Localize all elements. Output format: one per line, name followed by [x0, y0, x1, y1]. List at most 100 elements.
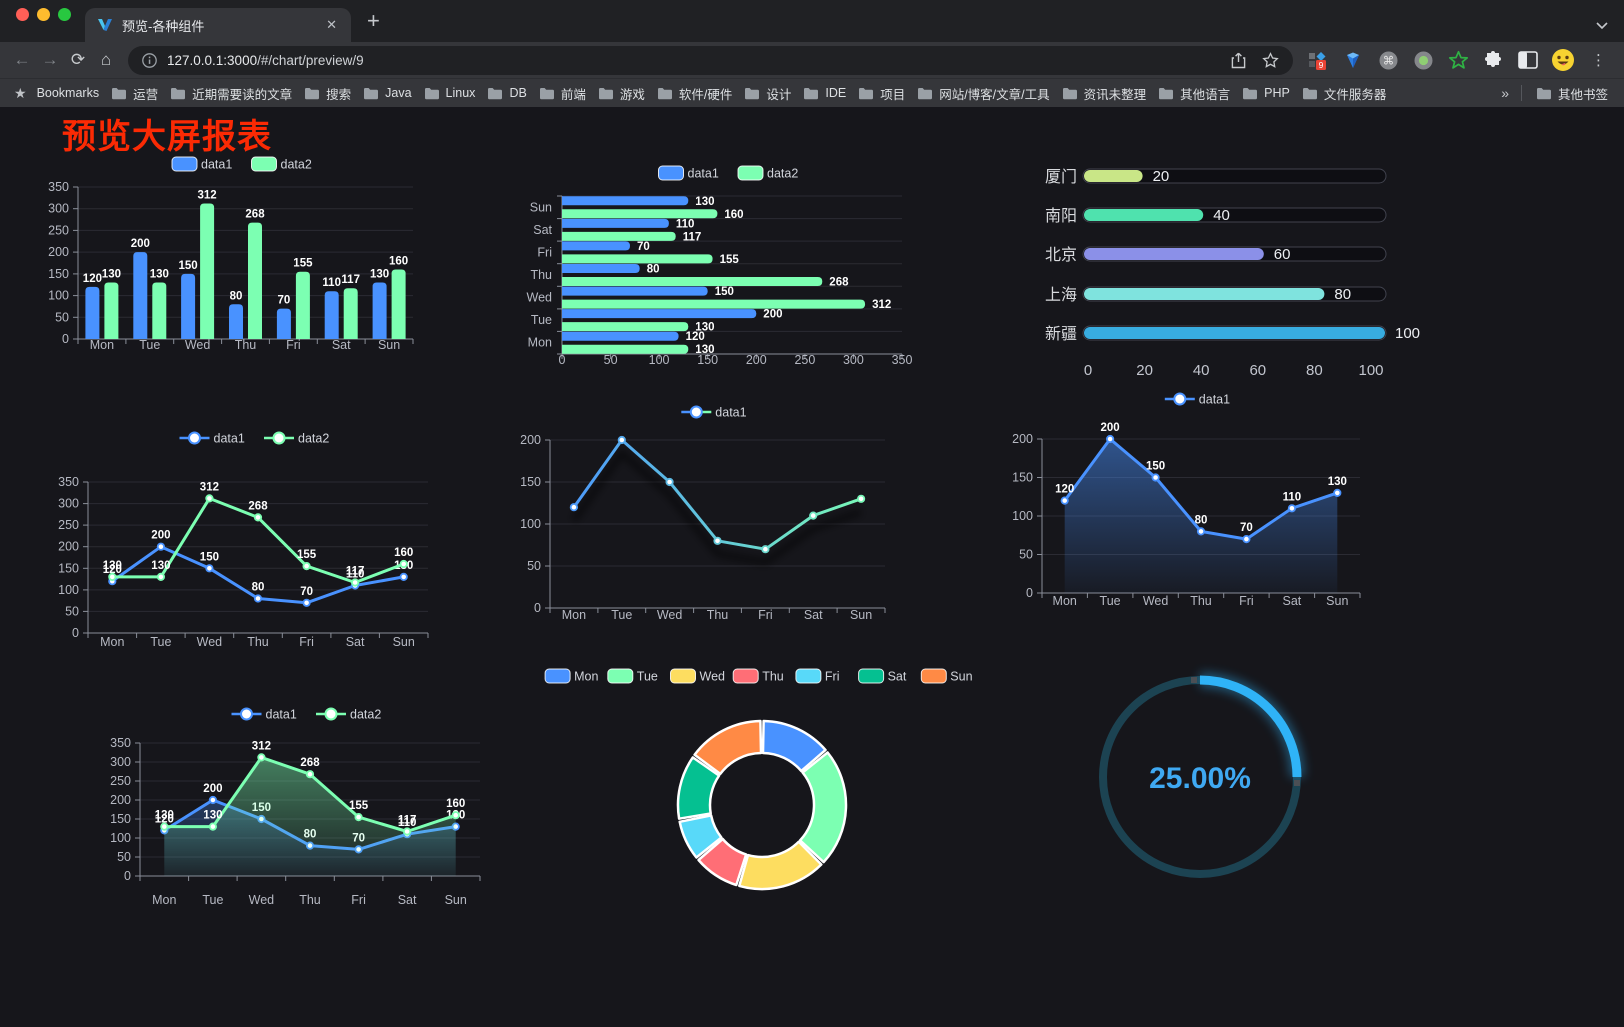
back-button[interactable]: ←: [13, 50, 31, 69]
tab-close-icon[interactable]: ✕: [326, 17, 337, 32]
window-titlebar: 预览-各种组件 ✕ +: [0, 0, 1624, 42]
svg-text:Wed: Wed: [249, 893, 275, 907]
svg-text:Wed: Wed: [657, 608, 683, 622]
site-info-icon[interactable]: [142, 52, 157, 68]
folder-icon: [111, 87, 127, 100]
bookmark-item[interactable]: 前端: [533, 84, 592, 103]
bookmark-item[interactable]: 运营: [105, 84, 164, 103]
bookmark-item[interactable]: 其他语言: [1152, 84, 1236, 103]
svg-text:data2: data2: [350, 708, 381, 722]
address-bar[interactable]: 127.0.0.1:3000/#/chart/preview/9: [128, 45, 1293, 75]
bookmark-item[interactable]: IDE: [797, 86, 852, 100]
forward-button[interactable]: →: [41, 50, 59, 69]
bookmark-star-icon[interactable]: [1262, 51, 1279, 69]
svg-text:Mon: Mon: [528, 336, 552, 350]
svg-text:北京: 北京: [1045, 246, 1077, 264]
svg-text:70: 70: [300, 586, 313, 598]
share-icon[interactable]: [1231, 52, 1246, 69]
new-tab-button[interactable]: +: [367, 8, 380, 33]
chart-ring-progress: 25.00%: [1095, 672, 1305, 883]
svg-text:Sun: Sun: [850, 608, 872, 622]
svg-text:110: 110: [676, 218, 695, 230]
svg-text:350: 350: [892, 353, 913, 367]
browser-tab[interactable]: 预览-各种组件 ✕: [85, 8, 351, 42]
folder-icon: [1302, 87, 1318, 100]
gem-extension-icon[interactable]: [1342, 48, 1364, 72]
zoom-window-button[interactable]: [58, 7, 71, 21]
chart-legend: data1 data2: [171, 156, 312, 172]
folder-icon: [539, 87, 555, 100]
svg-text:80: 80: [1195, 514, 1208, 526]
bookmark-item[interactable]: 设计: [738, 84, 797, 103]
line-svg: 0 50 100 150 200 Mon Tue Wed Thu Fri Sat Sun data1: [520, 405, 886, 622]
svg-text:150: 150: [1146, 461, 1165, 473]
svg-text:250: 250: [794, 353, 815, 367]
bookmark-item[interactable]: 项目: [852, 84, 911, 103]
bookmark-item[interactable]: 资讯未整理: [1056, 84, 1153, 103]
svg-text:268: 268: [245, 209, 265, 221]
svg-text:110: 110: [398, 817, 417, 829]
svg-text:data1: data1: [688, 167, 719, 181]
svg-text:Wed: Wed: [527, 291, 553, 305]
svg-text:300: 300: [48, 202, 69, 216]
devtools-extension-icon[interactable]: 9: [1307, 48, 1329, 72]
svg-text:155: 155: [720, 254, 740, 266]
bookmarks-overflow-button[interactable]: »: [1501, 85, 1509, 101]
bookmark-item[interactable]: 软件/硬件: [651, 84, 738, 103]
bookmarks-divider: [1520, 85, 1522, 101]
svg-text:Sun: Sun: [530, 200, 552, 214]
svg-text:40: 40: [1213, 207, 1230, 224]
home-button[interactable]: ⌂: [100, 50, 112, 69]
bookmark-item[interactable]: 文件服务器: [1296, 84, 1393, 103]
svg-text:150: 150: [200, 551, 219, 563]
green-dot-extension-icon[interactable]: [1412, 48, 1434, 72]
bookmark-item[interactable]: 网站/博客/文章/工具: [911, 84, 1055, 103]
svg-text:20: 20: [1136, 362, 1153, 379]
bookmark-item[interactable]: 近期需要读的文章: [164, 84, 298, 103]
svg-text:150: 150: [520, 475, 541, 489]
svg-text:Sat: Sat: [888, 670, 907, 684]
bookmark-item[interactable]: 搜索: [298, 84, 357, 103]
svg-text:Thu: Thu: [299, 893, 321, 907]
reload-button[interactable]: ⟳: [70, 50, 86, 69]
svg-text:300: 300: [843, 353, 864, 367]
bookmark-item[interactable]: Java: [357, 86, 417, 100]
close-window-button[interactable]: [16, 7, 29, 21]
url-host: 127.0.0.1:3000: [167, 52, 258, 68]
folder-icon: [1536, 87, 1552, 100]
browser-menu-icon[interactable]: ⋮: [1591, 52, 1606, 69]
green-star-extension-icon[interactable]: [1447, 48, 1469, 72]
svg-text:Sun: Sun: [1326, 594, 1348, 608]
svg-text:Sun: Sun: [950, 670, 972, 684]
svg-text:⌘: ⌘: [1382, 55, 1394, 67]
chart-two-lines: 0 50 100 150 200 250 300 350 Mon Tue Wed Thu Fri Sat S…: [45, 421, 465, 661]
svg-text:60: 60: [1274, 246, 1291, 263]
extensions-puzzle-icon[interactable]: [1482, 48, 1504, 72]
svg-text:130: 130: [151, 560, 170, 572]
bookmarks-root[interactable]: Bookmarks: [31, 86, 106, 100]
bookmark-item[interactable]: Linux: [418, 86, 482, 100]
other-bookmarks[interactable]: 其他书签: [1530, 84, 1614, 103]
bookmark-item[interactable]: DB: [481, 86, 532, 100]
sidepanel-extension-icon[interactable]: [1517, 48, 1539, 72]
command-extension-icon[interactable]: ⌘: [1377, 48, 1399, 72]
chart-legend: data1: [1164, 392, 1230, 407]
bookmark-item[interactable]: PHP: [1236, 86, 1296, 100]
avatar-emoji[interactable]: [1552, 48, 1574, 72]
svg-text:新疆: 新疆: [1045, 325, 1077, 343]
bookmarks-root-label: Bookmarks: [36, 86, 100, 100]
svg-text:100: 100: [1358, 362, 1383, 379]
minimize-window-button[interactable]: [37, 7, 50, 21]
svg-text:200: 200: [58, 540, 79, 554]
folder-icon: [424, 87, 440, 100]
svg-text:50: 50: [55, 310, 69, 324]
svg-text:120: 120: [103, 564, 122, 576]
bookmarks-star-icon[interactable]: ★: [14, 84, 27, 101]
chart-legend: data1: [681, 405, 747, 420]
svg-text:Thu: Thu: [707, 608, 729, 622]
folder-icon: [803, 87, 819, 100]
chevron-down-icon[interactable]: [1596, 22, 1608, 42]
bookmark-item[interactable]: 游戏: [592, 84, 651, 103]
line-svg: 0 50 100 150 200 250 300 350 Mon Tue Wed Thu Fri Sat S…: [58, 431, 429, 649]
svg-text:Sun: Sun: [445, 893, 467, 907]
